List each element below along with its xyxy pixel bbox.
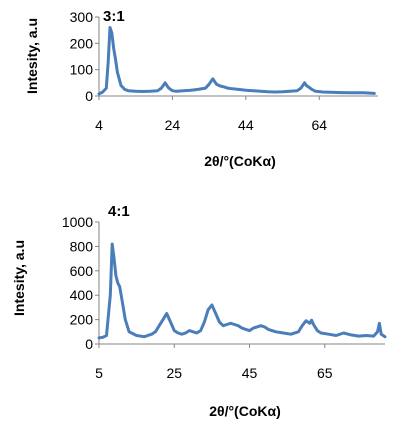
y-tick-label: 0 [85,336,93,352]
y-ticks: 0 200 400 600 800 1000 [62,214,99,352]
panel-3-1: 3:1 Intesity, a.u 2θ/°(CoKα) 0100200300 … [24,8,378,169]
x-tick-label: 24 [165,117,181,133]
panel-title: 3:1 [103,8,125,25]
x-tick-label: 4 [95,117,103,133]
y-tick-label: 1000 [62,214,93,230]
y-tick-label: 400 [70,287,94,303]
panel-title: 4:1 [108,203,130,220]
series-line [97,26,376,96]
y-axis-label: Intesity, a.u [24,18,40,94]
x-axis-label: 2θ/°(CoKα) [209,403,281,419]
panel-4-1: 4:1 Intesity, a.u 2θ/°(CoKα) 0 200 400 600 8… [11,203,387,419]
x-tick-label: 25 [166,365,182,381]
x-tick-label: 64 [311,117,327,133]
y-tick-label: 200 [70,312,94,328]
y-tick-label: 0 [85,88,93,104]
y-tick-label: 200 [70,35,94,51]
x-tick-label: 45 [242,365,258,381]
y-tick-label: 300 [70,9,94,25]
y-axis-label: Intesity, a.u [11,240,27,316]
plot-area [97,242,387,340]
y-tick-label: 800 [70,238,94,254]
x-axis-label: 2θ/°(CoKα) [204,153,276,169]
x-tick-label: 5 [95,365,103,381]
y-tick-label: 100 [70,62,94,78]
x-ticks: 4 24 44 64 [95,96,327,133]
x-tick-label: 65 [317,365,333,381]
y-tick-label: 600 [70,263,94,279]
series-line [97,242,387,340]
plot-area [97,26,376,96]
y-ticks: 0 100 200 300 [70,9,99,104]
x-ticks: 5 25 45 65 [95,344,333,381]
axes [98,17,378,97]
x-tick-label: 44 [238,117,254,133]
axes [98,222,385,345]
